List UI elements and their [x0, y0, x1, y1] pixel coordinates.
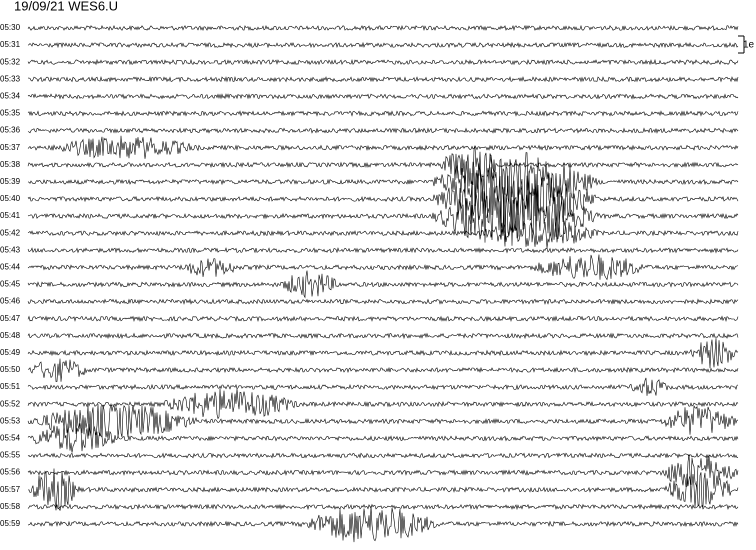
trace [27, 24, 739, 32]
row-label: 05:31 [0, 40, 21, 49]
trace [27, 358, 739, 382]
trace [27, 41, 739, 49]
rows: 05:30 05:31 05:32 05:33 05:34 05:35 05:36 05:37… [0, 23, 739, 543]
trace [27, 75, 739, 83]
trace [27, 468, 739, 512]
row-label: 05:59 [0, 519, 21, 528]
title: 19/09/21 WES6.U [14, 0, 118, 13]
row-label: 05:36 [0, 126, 21, 135]
trace [27, 135, 739, 159]
scale-label: 1e [743, 40, 755, 51]
trace [27, 110, 739, 117]
trace [27, 184, 739, 247]
row-label: 05:58 [0, 502, 21, 511]
scale-bracket [738, 35, 745, 54]
trace [27, 315, 739, 322]
row-label: 05:53 [0, 416, 21, 425]
row-label: 05:41 [0, 211, 21, 220]
trace [27, 58, 739, 66]
trace [27, 505, 739, 543]
trace [27, 332, 739, 340]
trace [27, 152, 739, 208]
trace [27, 254, 739, 281]
trace [27, 270, 739, 299]
trace [27, 127, 739, 134]
row-label: 05:47 [0, 314, 21, 323]
row-label: 05:44 [0, 263, 21, 272]
row-label: 05:52 [0, 399, 21, 408]
trace [27, 403, 739, 439]
row-label: 05:45 [0, 280, 21, 289]
trace [27, 454, 739, 489]
row-label: 05:57 [0, 485, 21, 494]
row-label: 05:40 [0, 194, 21, 203]
row-label: 05:34 [0, 92, 21, 101]
trace [27, 298, 739, 305]
trace [27, 338, 739, 369]
row-label: 05:56 [0, 468, 21, 477]
row-label: 05:38 [0, 160, 21, 169]
trace [27, 167, 739, 234]
trace [27, 146, 739, 187]
row-label: 05:48 [0, 331, 21, 340]
row-label: 05:42 [0, 228, 21, 237]
row-label: 05:39 [0, 177, 21, 186]
row-label: 05:35 [0, 109, 21, 118]
row-label: 05:55 [0, 451, 21, 460]
row-label: 05:37 [0, 143, 21, 152]
row-label: 05:49 [0, 348, 21, 357]
trace [27, 247, 739, 254]
row-label: 05:54 [0, 434, 21, 443]
trace [27, 423, 739, 453]
trace [27, 377, 739, 396]
trace [27, 388, 739, 420]
row-label: 05:33 [0, 74, 21, 83]
row-label: 05:51 [0, 382, 21, 391]
row-label: 05:32 [0, 57, 21, 66]
trace [27, 503, 739, 511]
trace [27, 93, 739, 100]
trace [27, 452, 739, 459]
trace [27, 218, 739, 249]
row-label: 05:50 [0, 365, 21, 374]
row-label: 05:30 [0, 23, 21, 32]
row-label: 05:46 [0, 297, 21, 306]
row-label: 05:43 [0, 245, 21, 254]
